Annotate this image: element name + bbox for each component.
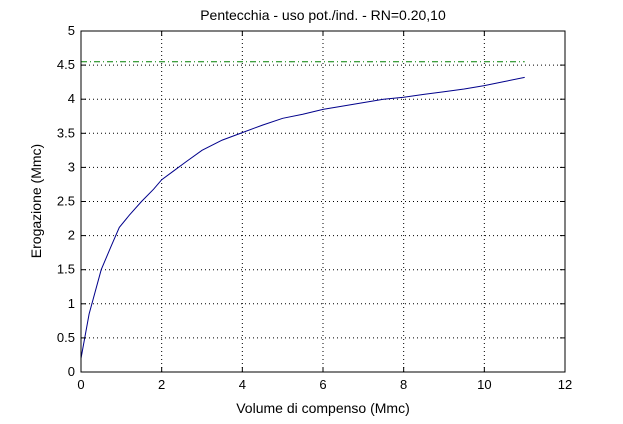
ticks-group: 0 2 4 6 8 10 12 0 0.5 1 1.5 2 2.5 3 3.5 4 4.5 5: [57, 23, 572, 392]
chart-title: Pentecchia - uso pot./ind. - RN=0.20,10: [200, 7, 446, 23]
y-tick-label: 0.5: [57, 330, 75, 345]
x-tick-label: 0: [77, 377, 84, 392]
grid-lines: [81, 31, 565, 372]
x-tick-label: 2: [158, 377, 165, 392]
y-tick-label: 1: [68, 296, 75, 311]
x-tick-label: 12: [558, 377, 572, 392]
x-tick-label: 10: [477, 377, 491, 392]
y-tick-label: 1.5: [57, 262, 75, 277]
y-tick-label: 2.5: [57, 194, 75, 209]
y-tick-label: 4.5: [57, 57, 75, 72]
x-axis-label: Volume di compenso (Mmc): [236, 400, 410, 416]
y-tick-label: 3.5: [57, 125, 75, 140]
y-tick-label: 3: [68, 159, 75, 174]
y-axis-label: Erogazione (Mmc): [28, 144, 44, 258]
x-tick-label: 8: [400, 377, 407, 392]
series-line-0: [80, 76, 525, 359]
y-tick-label: 4: [68, 91, 75, 106]
y-tick-label: 5: [68, 23, 75, 38]
y-tick-label: 0: [68, 364, 75, 379]
x-tick-label: 6: [319, 377, 326, 392]
y-tick-label: 2: [68, 228, 75, 243]
x-tick-label: 4: [239, 377, 246, 392]
series-group: [80, 61, 525, 359]
